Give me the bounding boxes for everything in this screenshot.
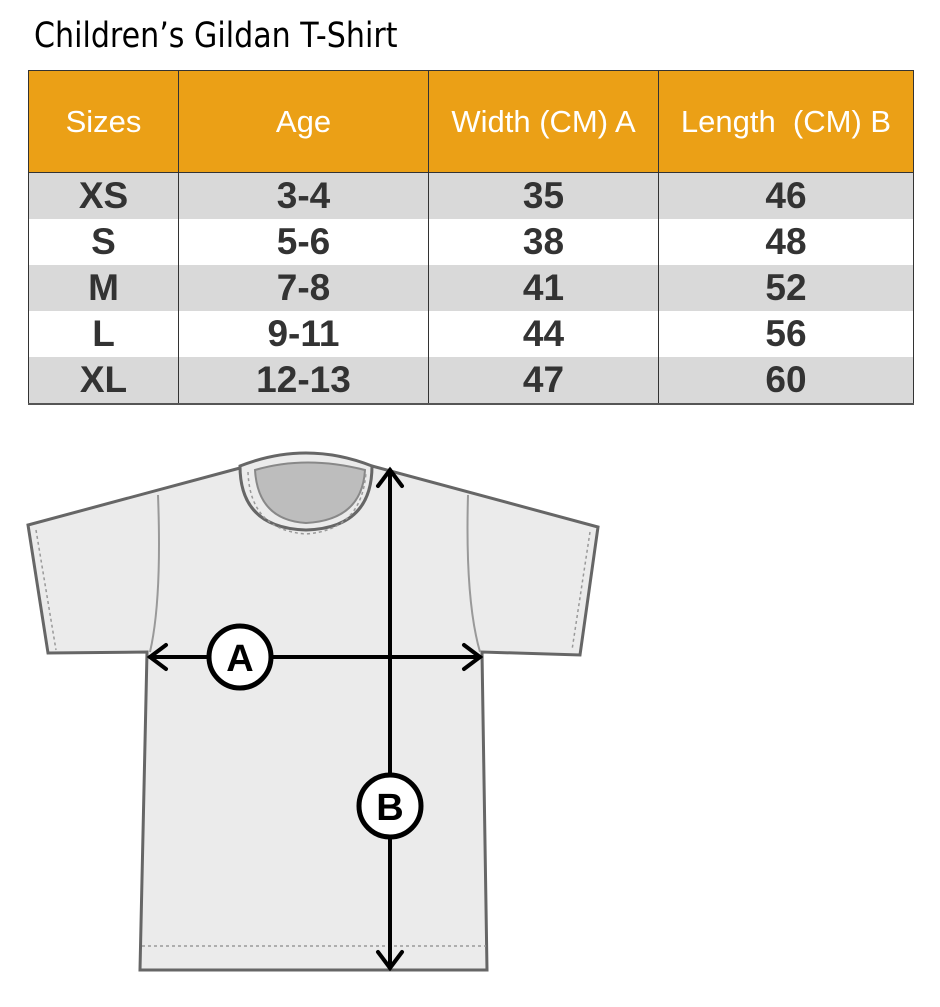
cell-age: 5-6 <box>178 219 429 265</box>
cell-width: 35 <box>428 172 659 219</box>
table-row: XL 12-13 47 60 <box>28 357 914 405</box>
cell-age: 7-8 <box>178 265 429 311</box>
cell-size: S <box>28 219 179 265</box>
cell-age: 9-11 <box>178 311 429 357</box>
cell-length: 46 <box>658 172 914 219</box>
label-a-badge: A <box>206 623 274 691</box>
cell-length: 60 <box>658 357 914 405</box>
cell-size: XL <box>28 357 179 405</box>
cell-width: 38 <box>428 219 659 265</box>
table-row: M 7-8 41 52 <box>28 265 914 311</box>
cell-size: M <box>28 265 179 311</box>
page-title: Children’s Gildan T-Shirt <box>34 16 398 56</box>
header-sizes: Sizes <box>28 70 179 173</box>
cell-length: 48 <box>658 219 914 265</box>
table-header-row: Sizes Age Width (CM) A Length (CM) B <box>28 70 914 173</box>
label-a: A <box>226 638 253 680</box>
size-chart-table: Sizes Age Width (CM) A Length (CM) B XS 3… <box>28 70 914 405</box>
header-width: Width (CM) A <box>428 70 659 173</box>
label-b-badge: B <box>356 772 424 840</box>
width-arrow <box>146 643 484 671</box>
cell-age: 3-4 <box>178 172 429 219</box>
cell-width: 47 <box>428 357 659 405</box>
table-row: XS 3-4 35 46 <box>28 172 914 219</box>
cell-length: 56 <box>658 311 914 357</box>
cell-age: 12-13 <box>178 357 429 405</box>
header-age: Age <box>178 70 429 173</box>
table-row: S 5-6 38 48 <box>28 219 914 265</box>
cell-width: 44 <box>428 311 659 357</box>
cell-length: 52 <box>658 265 914 311</box>
tshirt-illustration <box>26 451 600 972</box>
cell-width: 41 <box>428 265 659 311</box>
table-row: L 9-11 44 56 <box>28 311 914 357</box>
header-length: Length (CM) B <box>658 70 914 173</box>
length-arrow <box>376 466 404 972</box>
cell-size: XS <box>28 172 179 219</box>
cell-size: L <box>28 311 179 357</box>
label-b: B <box>376 787 403 829</box>
